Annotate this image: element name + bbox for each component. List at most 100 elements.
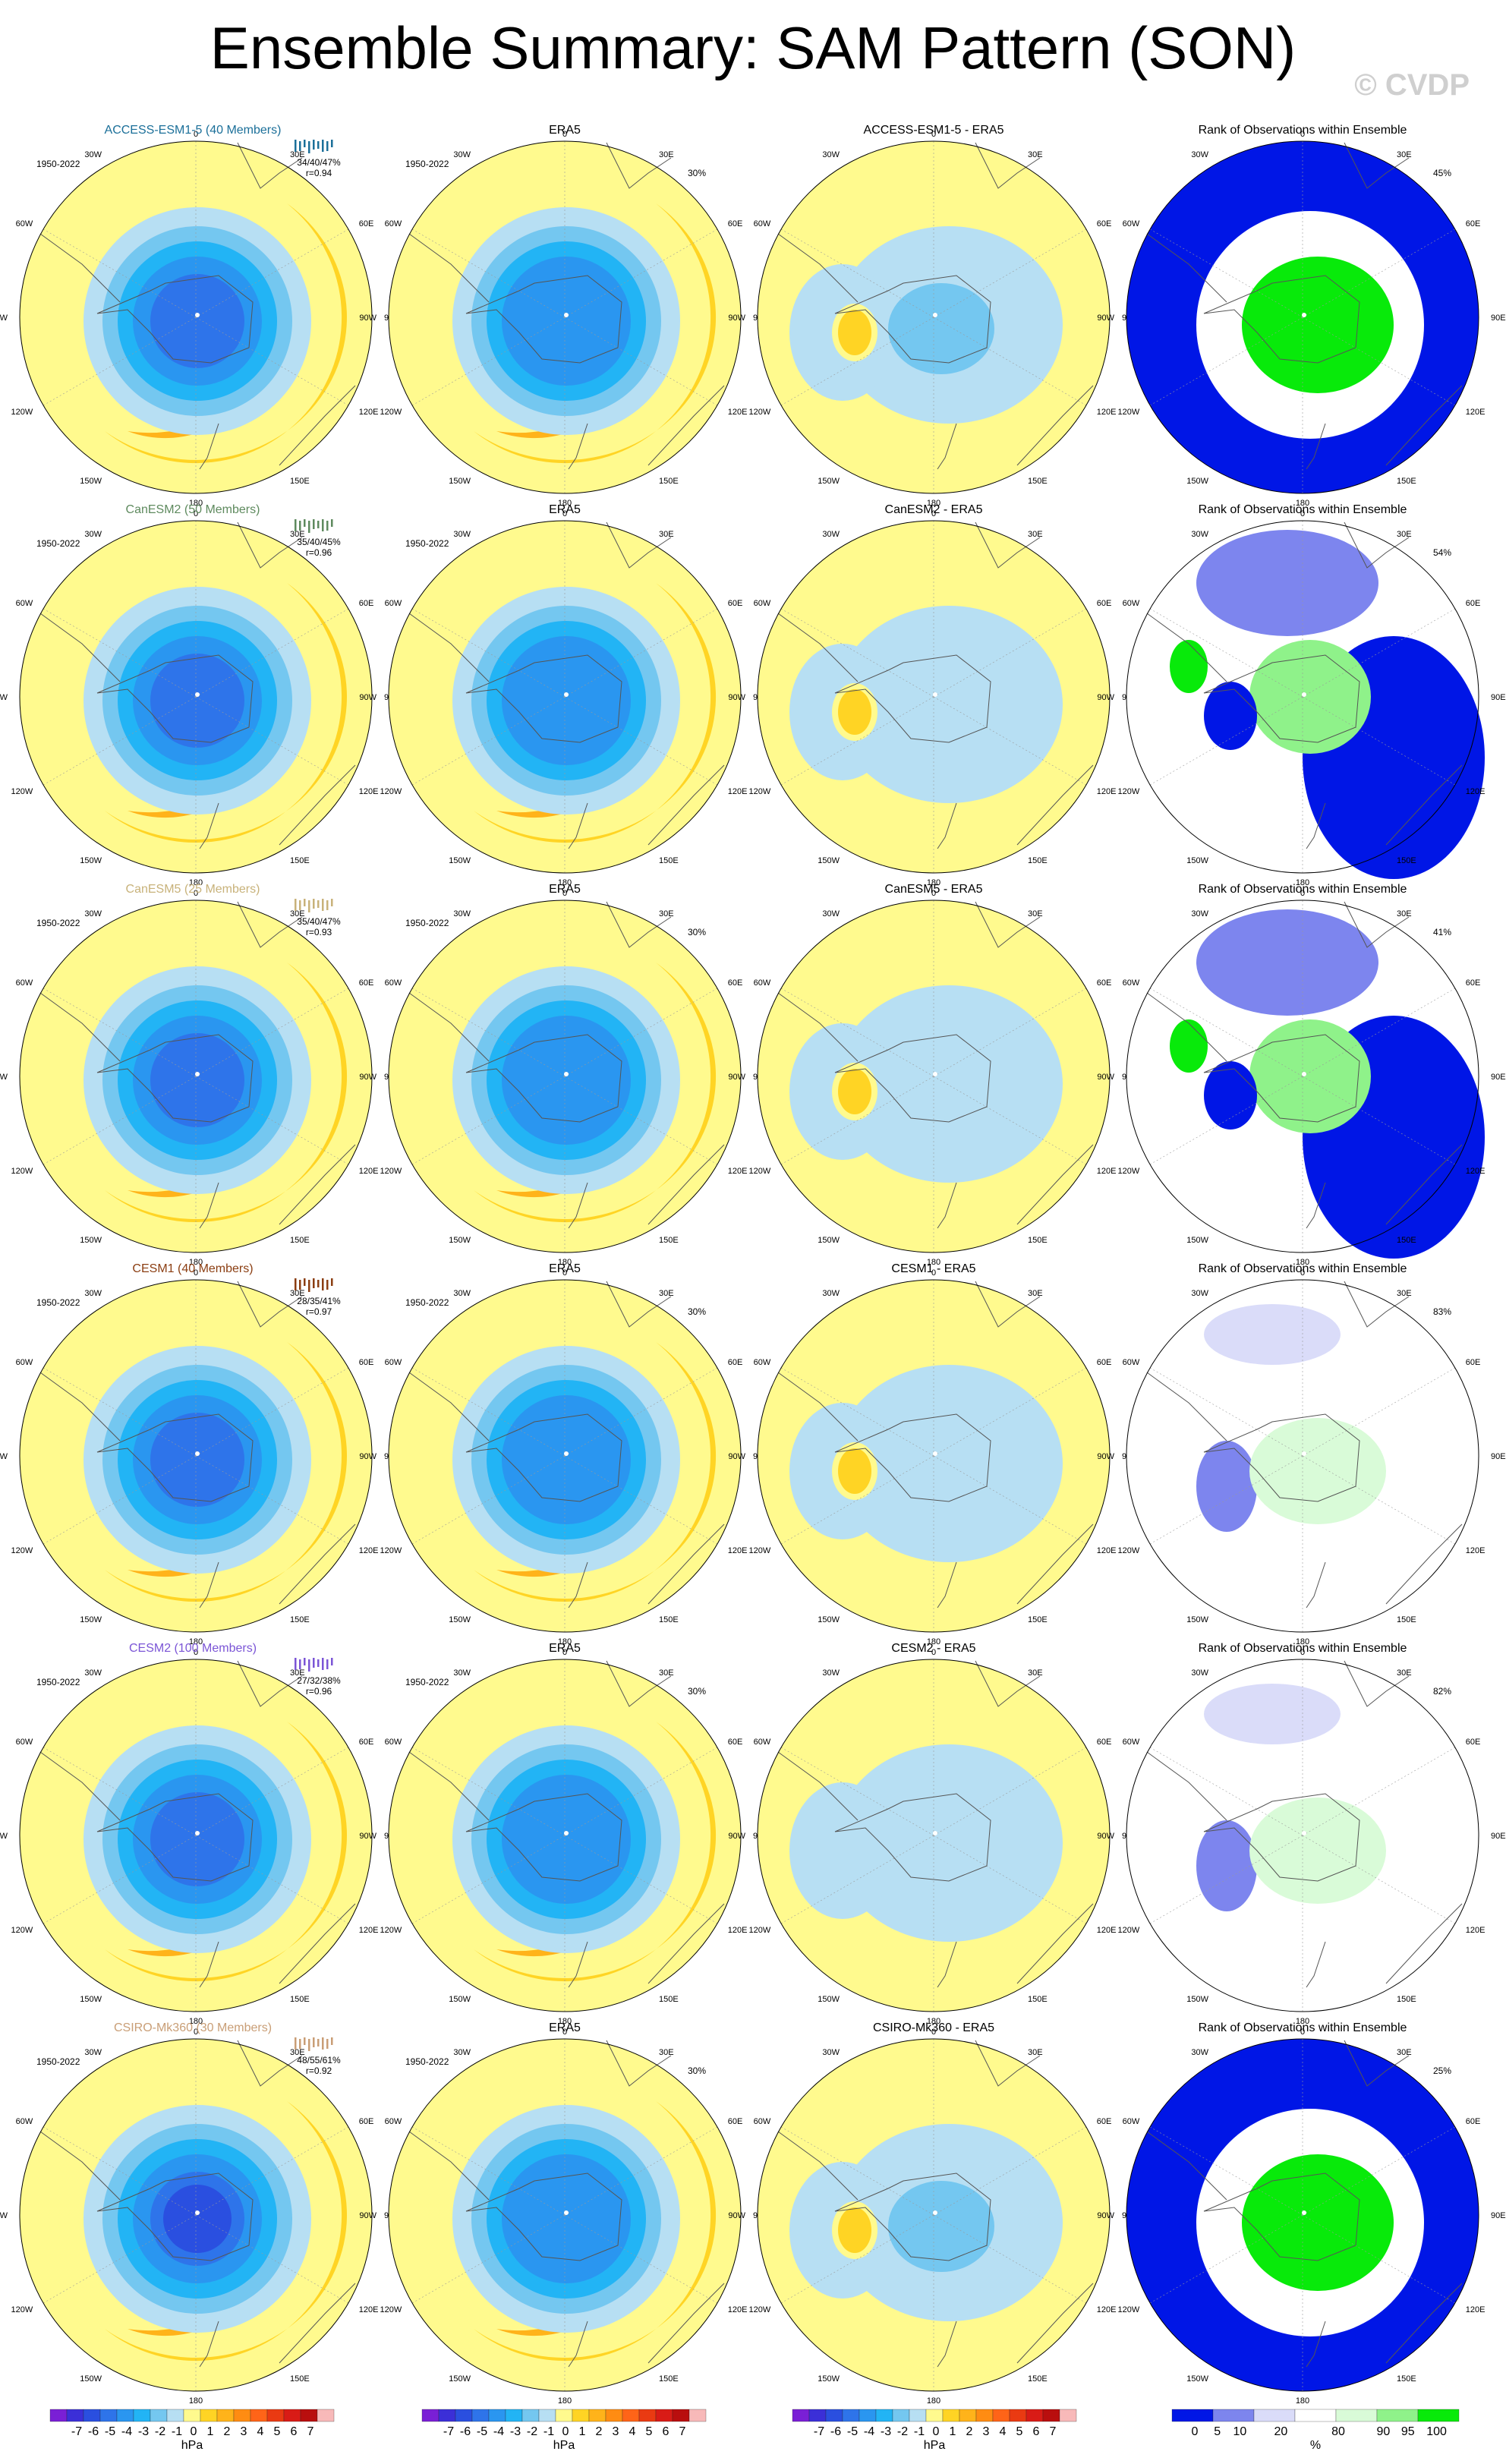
longitude-label: 0 xyxy=(194,1268,198,1278)
colorbar-swatch xyxy=(672,2409,690,2422)
polar-contour--6 xyxy=(163,2185,232,2253)
south-pole-marker xyxy=(1302,1831,1306,1835)
member-spread-bar xyxy=(299,1280,301,1290)
meridian-line xyxy=(411,696,566,786)
panel-difference: 030E60E90E120E150E180150W120W90W60W30WCS… xyxy=(728,2021,1136,2406)
south-america-coastline xyxy=(1146,2131,1227,2201)
model-panel-title: CanESM2 (50 Members) xyxy=(126,503,260,516)
longitude-label: 120E xyxy=(728,787,748,796)
colorbar-swatch xyxy=(300,2409,318,2422)
rank-high-west xyxy=(1170,1019,1208,1073)
south-america-coastline xyxy=(39,2131,121,2201)
rank-colorbar-tick: 95 xyxy=(1401,2425,1415,2438)
panel-difference: 030E60E90E120E150E180150W120W90W60W30WCE… xyxy=(728,1262,1136,1646)
rank-colorbar-tick: 80 xyxy=(1331,2425,1345,2438)
longitude-label: 150W xyxy=(449,1236,471,1245)
colorbar-swatch xyxy=(183,2409,201,2422)
colorbar-tick: 5 xyxy=(646,2425,653,2438)
colorbar-tick: 1 xyxy=(950,2425,956,2438)
meridian-line xyxy=(195,1835,349,1924)
africa-coastline xyxy=(237,2040,303,2087)
longitude-label: 0 xyxy=(931,2028,936,2037)
meridian-line xyxy=(1302,1076,1456,1165)
member-spread-bar xyxy=(304,519,306,527)
colorbar-tick: -1 xyxy=(543,2425,554,2438)
new-zealand-coastline xyxy=(568,802,588,849)
period-label: 1950-2022 xyxy=(36,538,80,549)
member-spread-bar xyxy=(317,141,320,149)
longitude-label: 0 xyxy=(562,889,567,898)
member-spread-bar xyxy=(304,1278,306,1286)
longitude-label: 60W xyxy=(1123,599,1140,608)
meridian-line xyxy=(933,1747,1087,1836)
australia-coastline xyxy=(647,764,725,846)
longitude-label: 180 xyxy=(189,1258,203,1267)
longitude-label: 60W xyxy=(16,1738,33,1747)
africa-coastline xyxy=(1344,142,1410,189)
longitude-label: 150W xyxy=(80,1236,102,1245)
longitude-label: 120W xyxy=(748,2305,770,2314)
longitude-label: 120W xyxy=(1117,1546,1139,1555)
africa-coastline xyxy=(975,901,1041,948)
rank-percent: 45% xyxy=(1433,168,1451,178)
map-border xyxy=(19,1659,373,2012)
member-spread-bar xyxy=(331,1278,333,1286)
meridian-line xyxy=(1302,1455,1456,1545)
colorbar-swatch xyxy=(266,2409,285,2422)
antarctica-coastline xyxy=(1203,1413,1360,1502)
member-spread-bar xyxy=(308,900,310,912)
longitude-label: 150W xyxy=(80,856,102,865)
colorbar-tick: -3 xyxy=(881,2425,891,2438)
rank-percent: 82% xyxy=(1433,1686,1451,1697)
longitude-label: 60W xyxy=(1123,1738,1140,1747)
africa-coastline xyxy=(975,142,1041,189)
meridian-line xyxy=(564,2126,718,2216)
longitude-label: 150W xyxy=(449,2374,471,2384)
member-spread-bar xyxy=(308,2039,310,2051)
meridian-line xyxy=(933,228,1087,318)
longitude-label: 180 xyxy=(927,1258,940,1267)
meridian-line xyxy=(411,988,566,1077)
longitude-label: 60W xyxy=(1123,219,1140,228)
colorbar-swatch xyxy=(166,2409,184,2422)
colorbar-tick: -7 xyxy=(814,2425,824,2438)
australia-coastline xyxy=(1385,1144,1463,1225)
meridian-line xyxy=(933,696,1087,786)
longitude-label: 150E xyxy=(659,1995,679,2004)
longitude-label: 120W xyxy=(11,787,33,796)
colorbar-swatch xyxy=(150,2409,168,2422)
period-label: 1950-2022 xyxy=(36,2056,80,2067)
map-border xyxy=(19,520,373,874)
longitude-label: 150E xyxy=(1397,477,1416,486)
longitude-label: 120E xyxy=(1097,2305,1117,2314)
africa-coastline xyxy=(1344,2040,1410,2087)
longitude-label: 30E xyxy=(1397,1668,1412,1678)
meridian-line xyxy=(1149,2126,1303,2216)
member-spread-bar xyxy=(331,2037,333,2045)
longitude-label: 120E xyxy=(359,408,379,417)
longitude-label: 90W xyxy=(0,2211,8,2220)
antarctica-coastline xyxy=(96,2173,254,2261)
meridian-line xyxy=(1149,1455,1303,1545)
meridian-line xyxy=(780,2126,934,2216)
colorbar-swatch xyxy=(875,2409,893,2422)
meridian-line xyxy=(933,317,1087,406)
rank-weak-high-area xyxy=(1249,1798,1386,1904)
member-spread-bar xyxy=(322,1658,324,1670)
longitude-label: 60W xyxy=(385,219,402,228)
longitude-label: 90E xyxy=(1491,693,1506,702)
colorbar-tick: -7 xyxy=(443,2425,454,2438)
longitude-label: 30W xyxy=(822,1668,840,1678)
longitude-label: 180 xyxy=(189,878,203,887)
panel-rank: 0 30E 60E 90E 120E 150E 180 150W 120W 90W 60W 30W Ra… xyxy=(1097,1642,1505,2026)
member-spread-bar xyxy=(326,521,329,531)
africa-coastline xyxy=(237,901,303,948)
map-border xyxy=(388,140,742,494)
longitude-label: 150E xyxy=(659,477,679,486)
antarctica-coastline xyxy=(1203,275,1360,364)
meridian-line xyxy=(1149,228,1303,318)
south-america-coastline xyxy=(39,613,121,682)
rank-panel-title: Rank of Observations within Ensemble xyxy=(1199,1642,1407,1655)
longitude-label: 90W xyxy=(728,314,745,323)
meridian-line xyxy=(1149,2214,1303,2304)
